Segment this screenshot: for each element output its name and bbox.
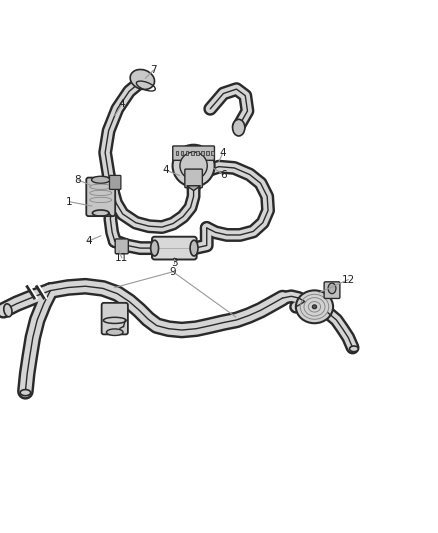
Bar	[212, 151, 214, 155]
Text: 1: 1	[66, 197, 73, 207]
Bar	[176, 151, 178, 155]
Polygon shape	[187, 185, 201, 191]
Bar	[186, 151, 188, 155]
Text: 8: 8	[74, 175, 81, 185]
FancyBboxPatch shape	[152, 237, 197, 260]
Ellipse shape	[92, 176, 110, 183]
Bar	[196, 151, 199, 155]
Text: 4: 4	[85, 236, 92, 246]
FancyBboxPatch shape	[102, 303, 128, 334]
FancyBboxPatch shape	[110, 175, 121, 189]
Ellipse shape	[20, 390, 31, 395]
Ellipse shape	[130, 69, 155, 90]
Text: 11: 11	[115, 253, 128, 263]
Bar	[206, 151, 209, 155]
Text: 12: 12	[342, 274, 355, 285]
Text: 4: 4	[219, 149, 226, 158]
FancyBboxPatch shape	[86, 177, 115, 216]
Ellipse shape	[106, 329, 123, 335]
Text: 4: 4	[118, 100, 125, 109]
Bar	[191, 151, 194, 155]
Ellipse shape	[151, 240, 159, 256]
Ellipse shape	[173, 145, 215, 187]
Ellipse shape	[328, 283, 336, 294]
Ellipse shape	[180, 152, 207, 180]
FancyBboxPatch shape	[324, 282, 340, 298]
Bar	[181, 151, 184, 155]
Text: 6: 6	[220, 169, 227, 180]
Ellipse shape	[190, 240, 198, 256]
Text: 4: 4	[162, 165, 169, 175]
Ellipse shape	[296, 290, 333, 323]
FancyBboxPatch shape	[185, 169, 202, 188]
FancyBboxPatch shape	[115, 239, 128, 254]
Ellipse shape	[4, 304, 12, 317]
Ellipse shape	[350, 346, 358, 352]
Ellipse shape	[233, 119, 245, 136]
Bar	[201, 151, 204, 155]
Text: 3: 3	[171, 258, 178, 268]
Ellipse shape	[312, 305, 317, 309]
Text: 7: 7	[150, 65, 157, 75]
Text: 9: 9	[170, 266, 177, 277]
FancyBboxPatch shape	[173, 146, 215, 160]
